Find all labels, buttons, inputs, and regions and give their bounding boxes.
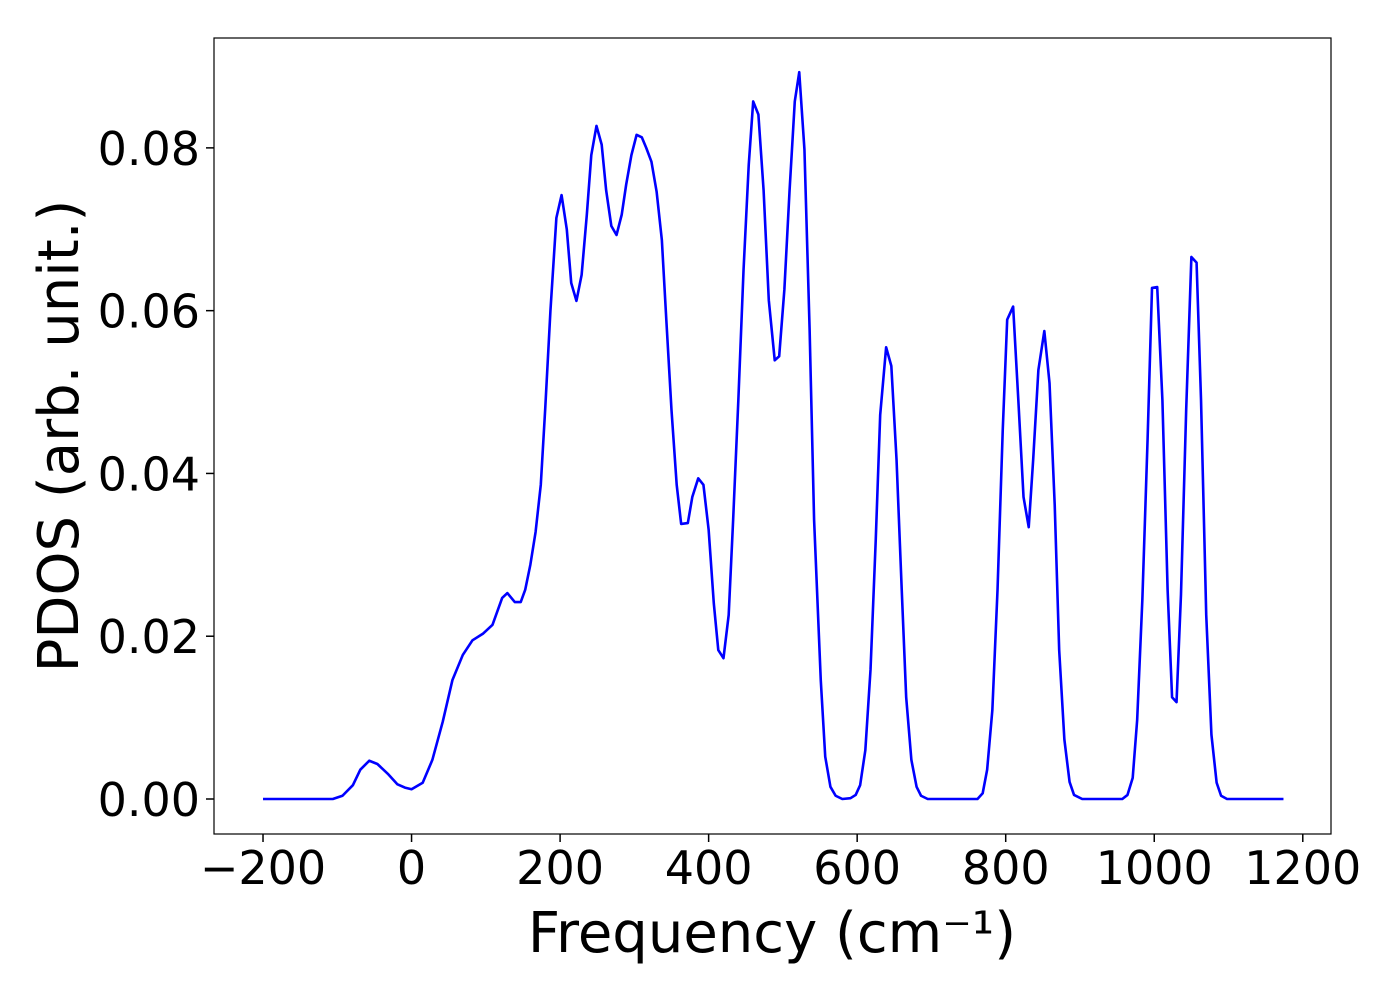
y-axis-label: PDOS (arb. unit.): [27, 200, 92, 673]
plot-frame: [213, 37, 1332, 835]
y-tick-label: 0.08: [98, 122, 200, 176]
x-tick-label: 1200: [1244, 841, 1361, 895]
y-tick-label: 0.04: [98, 447, 200, 501]
x-tick-label: 400: [665, 841, 753, 895]
x-tick-label: 800: [962, 841, 1050, 895]
x-tick-label: −200: [200, 841, 326, 895]
x-tick-label: 1000: [1096, 841, 1213, 895]
x-tick-label: 600: [813, 841, 901, 895]
y-tick-label: 0.06: [98, 285, 200, 339]
x-tick-label: 200: [516, 841, 604, 895]
x-axis-label: Frequency (cm⁻¹): [528, 901, 1016, 966]
y-tick-label: 0.02: [98, 610, 200, 664]
x-tick-label: 0: [397, 841, 426, 895]
pdos-line: [263, 70, 1284, 801]
y-tick-label: 0.00: [98, 773, 200, 827]
